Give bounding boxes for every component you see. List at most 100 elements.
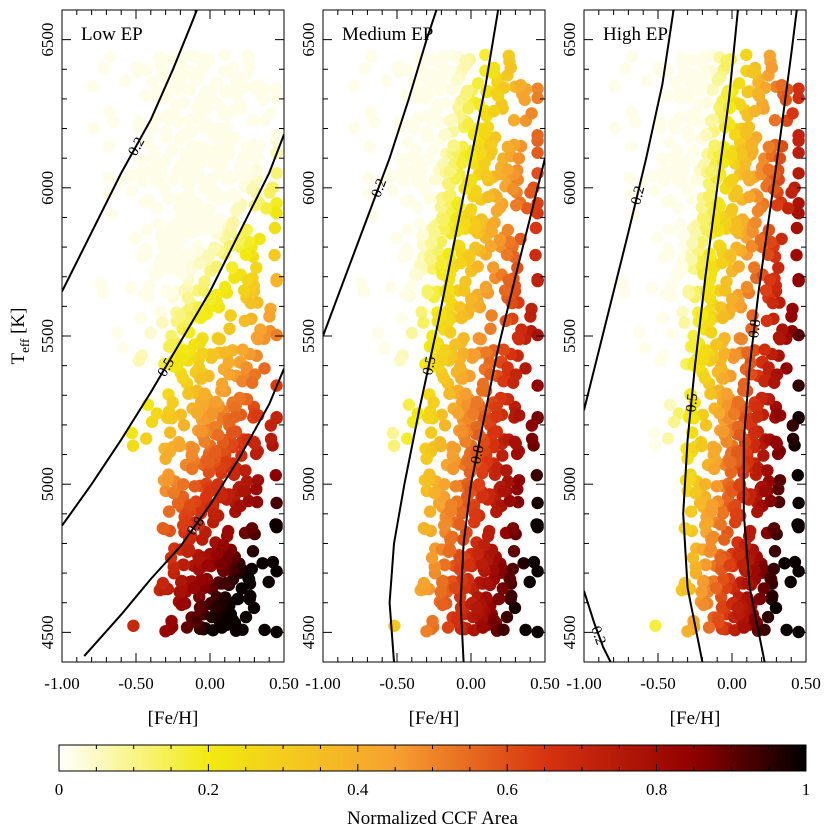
scatter-point xyxy=(390,231,403,245)
scatter-point xyxy=(493,233,507,247)
scatter-point xyxy=(426,614,439,628)
scatter-point xyxy=(190,616,203,629)
scatter-point xyxy=(501,361,514,374)
contour-label: 0.8 xyxy=(746,318,764,339)
scatter-point xyxy=(421,286,434,300)
scatter-point xyxy=(434,439,447,453)
scatter-point xyxy=(743,190,756,204)
scatter-point xyxy=(477,538,491,552)
scatter-point xyxy=(670,268,683,281)
scatter-point xyxy=(456,425,469,438)
scatter-point xyxy=(693,497,707,510)
scatter-point xyxy=(229,87,242,100)
scatter-point xyxy=(529,248,542,262)
scatter-point xyxy=(698,223,712,236)
scatter-point xyxy=(489,401,502,414)
panel-medium-ep: 0.2 0.5 0.8 -1.00 -0.50 0.00 0.50 4500 5000 5500… xyxy=(299,9,560,729)
scatter-point xyxy=(223,368,236,381)
scatter-point xyxy=(531,379,544,392)
scatter-point xyxy=(245,522,259,535)
scatter-point xyxy=(264,432,278,446)
contour-line xyxy=(62,10,198,292)
scatter-point xyxy=(503,235,516,249)
scatter-point xyxy=(674,217,687,231)
scatter-point xyxy=(731,395,745,409)
scatter-point xyxy=(162,505,176,518)
scatter-point xyxy=(462,559,475,572)
scatter-point xyxy=(720,275,733,288)
scatter-point xyxy=(227,216,240,229)
scatter-point xyxy=(246,376,259,389)
scatter-point xyxy=(772,261,785,274)
colorbar-tick-label: 0 xyxy=(55,780,64,799)
scatter-point xyxy=(762,140,775,154)
scatter-point xyxy=(224,309,237,322)
scatter-point xyxy=(468,217,481,230)
scatter-point xyxy=(513,409,526,422)
scatter-point xyxy=(464,203,478,216)
scatter-point xyxy=(422,473,435,486)
scatter-point xyxy=(150,201,163,214)
scatter-point xyxy=(177,558,190,572)
scatter-point xyxy=(633,326,646,339)
scatter-point xyxy=(641,74,654,88)
scatter-point xyxy=(239,464,252,477)
scatter-point xyxy=(119,74,132,88)
scatter-point xyxy=(238,314,251,328)
scatter-point xyxy=(678,576,692,590)
y-tick-label: 5000 xyxy=(38,467,57,501)
scatter-point xyxy=(211,428,225,442)
scatter-point xyxy=(396,311,409,324)
scatter-point xyxy=(213,332,226,346)
scatter-point xyxy=(364,106,377,119)
scatter-point xyxy=(471,260,484,273)
contour-label: 0.5 xyxy=(420,355,440,377)
scatter-point xyxy=(166,396,179,409)
scatter-point xyxy=(490,204,504,218)
scatter-point xyxy=(480,346,493,359)
scatter-point xyxy=(699,558,712,572)
scatter-point xyxy=(459,435,472,448)
scatter-point xyxy=(132,354,146,367)
scatter-point xyxy=(196,347,209,360)
scatter-point xyxy=(396,251,410,264)
scatter-point xyxy=(525,107,538,120)
scatter-point xyxy=(236,375,249,388)
scatter-point xyxy=(717,425,730,438)
scatter-point xyxy=(111,326,124,339)
scatter-point xyxy=(767,522,781,535)
scatter-point xyxy=(236,484,250,498)
scatter-point xyxy=(195,310,209,323)
scatter-point xyxy=(502,273,515,287)
scatter-point xyxy=(698,213,711,226)
y-tick-label: 5000 xyxy=(560,467,579,501)
scatter-point xyxy=(646,169,659,183)
scatter-point xyxy=(429,173,442,186)
scatter-point xyxy=(427,68,440,81)
scatter-point xyxy=(181,247,194,260)
contour-line xyxy=(584,590,612,662)
scatter-point xyxy=(704,165,718,178)
scatter-point xyxy=(270,129,283,142)
scatter-point xyxy=(176,213,189,226)
scatter-point xyxy=(772,331,786,344)
scatter-point xyxy=(405,326,418,340)
scatter-point xyxy=(142,194,155,207)
scatter-point xyxy=(157,522,171,536)
scatter-point xyxy=(140,223,154,236)
scatter-point xyxy=(210,77,224,90)
scatter-point xyxy=(476,621,490,634)
scatter-point xyxy=(506,562,519,576)
scatter-point xyxy=(270,274,283,288)
scatter-point xyxy=(667,415,681,429)
scatter-point xyxy=(652,60,666,74)
scatter-point xyxy=(790,248,803,262)
scatter-point xyxy=(624,140,638,153)
scatter-point xyxy=(791,469,804,482)
scatter-point xyxy=(198,54,211,67)
scatter-point xyxy=(780,362,793,375)
scatter-point xyxy=(792,565,805,578)
scatter-point xyxy=(114,175,127,188)
contour-line xyxy=(388,10,500,662)
scatter-point xyxy=(141,135,154,149)
